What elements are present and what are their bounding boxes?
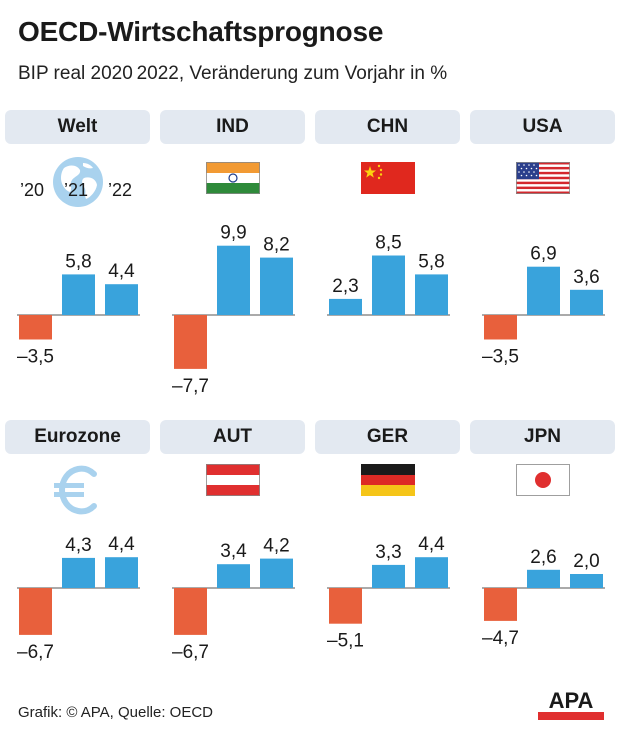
apa-logo: APA	[538, 688, 604, 720]
value-label-ger-2021: 3,3	[375, 542, 401, 563]
value-label-eurozone-2022: 4,4	[108, 534, 135, 555]
bar-usa-2020	[484, 315, 517, 340]
bar-ger-2020	[329, 588, 362, 624]
panel-header-usa: USA	[470, 110, 615, 144]
page-title: OECD-Wirtschaftsprognose	[18, 16, 384, 47]
value-label-aut-2020: –6,7	[172, 642, 209, 663]
china-flag-icon	[315, 162, 460, 199]
panel-header-chn: CHN	[315, 110, 460, 144]
austria-flag-icon	[160, 464, 305, 501]
japan-flag-icon	[470, 464, 615, 501]
panel-chn: CHN 2,3 8,5 5,8	[315, 110, 460, 400]
value-label-chn-2020: 2,3	[332, 276, 358, 297]
bar-ger-2021	[372, 564, 405, 588]
bar-jpn-2021	[527, 569, 560, 588]
value-label-jpn-2020: –4,7	[482, 628, 519, 649]
euro-icon	[5, 464, 150, 521]
value-label-welt-2020: –3,5	[17, 347, 54, 368]
bar-ind-2021	[217, 245, 250, 315]
value-label-ger-2022: 4,4	[418, 534, 445, 555]
bar-eurozone-2020	[19, 588, 52, 635]
bar-jpn-2022	[570, 574, 603, 588]
panel-header-jpn: JPN	[470, 420, 615, 454]
panel-header-aut: AUT	[160, 420, 305, 454]
year-labels: ’20 ’21 ’22	[5, 180, 150, 200]
bar-chart-usa: –3,5 6,9 3,6	[482, 244, 605, 368]
bar-eurozone-2021	[62, 557, 95, 588]
bar-welt-2021	[62, 274, 95, 315]
year-label-2021: ’21	[63, 180, 89, 200]
bar-welt-2022	[105, 284, 138, 315]
year-label-2022: ’22	[107, 180, 133, 200]
bar-ind-2022	[260, 257, 293, 315]
bar-usa-2022	[570, 289, 603, 315]
bar-aut-2022	[260, 558, 293, 588]
value-label-welt-2022: 4,4	[108, 261, 135, 282]
value-label-jpn-2021: 2,6	[530, 547, 556, 568]
value-label-welt-2021: 5,8	[65, 251, 91, 272]
value-label-ind-2021: 9,9	[220, 223, 246, 244]
panel-usa: USA –3,5 6,9 3,6	[470, 110, 615, 400]
bar-usa-2021	[527, 266, 560, 315]
bar-chart-ger: –5,1 3,3 4,4	[327, 534, 450, 652]
page-subtitle: BIP real 2020 2022, Veränderung zum Vorj…	[18, 63, 448, 84]
bar-chart-jpn: –4,7 2,6 2,0	[482, 547, 605, 649]
germany-flag-icon	[315, 464, 460, 501]
bar-chart-chn: 2,3 8,5 5,8	[327, 233, 450, 316]
bar-chn-2020	[329, 298, 362, 315]
panel-welt: Welt ’20 ’21 ’22 –3,5 5,8 4,4	[5, 110, 150, 400]
value-label-usa-2020: –3,5	[482, 347, 519, 368]
panel-ger: GER –5,1 3,3 4,4	[315, 420, 460, 710]
value-label-chn-2021: 8,5	[375, 233, 401, 254]
bar-chart-welt: –3,5 5,8 4,4	[17, 251, 140, 368]
panel-header-ind: IND	[160, 110, 305, 144]
bar-eurozone-2022	[105, 557, 138, 588]
panel-header-ger: GER	[315, 420, 460, 454]
bar-chn-2021	[372, 255, 405, 315]
value-label-usa-2021: 6,9	[530, 244, 556, 265]
bar-jpn-2020	[484, 588, 517, 621]
panel-header-eurozone: Eurozone	[5, 420, 150, 454]
value-label-ind-2020: –7,7	[172, 376, 209, 397]
bar-chart-ind: –7,7 9,9 8,2	[172, 223, 295, 397]
value-label-usa-2022: 3,6	[573, 267, 599, 288]
india-flag-icon	[160, 162, 305, 199]
value-label-aut-2021: 3,4	[220, 541, 247, 562]
panel-eurozone: Eurozone –6,7 4,3 4,4	[5, 420, 150, 710]
bar-chart-eurozone: –6,7 4,3 4,4	[17, 534, 140, 663]
bar-ger-2022	[415, 557, 448, 588]
bar-chn-2022	[415, 274, 448, 315]
panel-jpn: JPN –4,7 2,6 2,0	[470, 420, 615, 710]
usa-flag-icon	[470, 162, 615, 199]
year-label-2020: ’20	[19, 180, 45, 200]
value-label-chn-2022: 5,8	[418, 251, 444, 272]
value-label-eurozone-2020: –6,7	[17, 642, 54, 663]
bar-aut-2020	[174, 588, 207, 635]
panel-aut: AUT –6,7 3,4 4,2	[160, 420, 305, 710]
apa-logo-text: APA	[549, 688, 594, 713]
globe-icon	[5, 154, 150, 215]
value-label-ind-2022: 8,2	[263, 235, 289, 256]
panel-ind: IND –7,7 9,9 8,2	[160, 110, 305, 400]
bar-aut-2021	[217, 564, 250, 588]
bar-ind-2020	[174, 315, 207, 369]
value-label-ger-2020: –5,1	[327, 631, 364, 652]
value-label-aut-2022: 4,2	[263, 536, 289, 557]
bar-chart-aut: –6,7 3,4 4,2	[172, 536, 295, 663]
bar-welt-2020	[19, 315, 52, 340]
value-label-jpn-2022: 2,0	[573, 551, 599, 572]
value-label-eurozone-2021: 4,3	[65, 535, 91, 556]
source-footer: Grafik: © APA, Quelle: OECD	[18, 704, 213, 721]
panel-header-welt: Welt	[5, 110, 150, 144]
